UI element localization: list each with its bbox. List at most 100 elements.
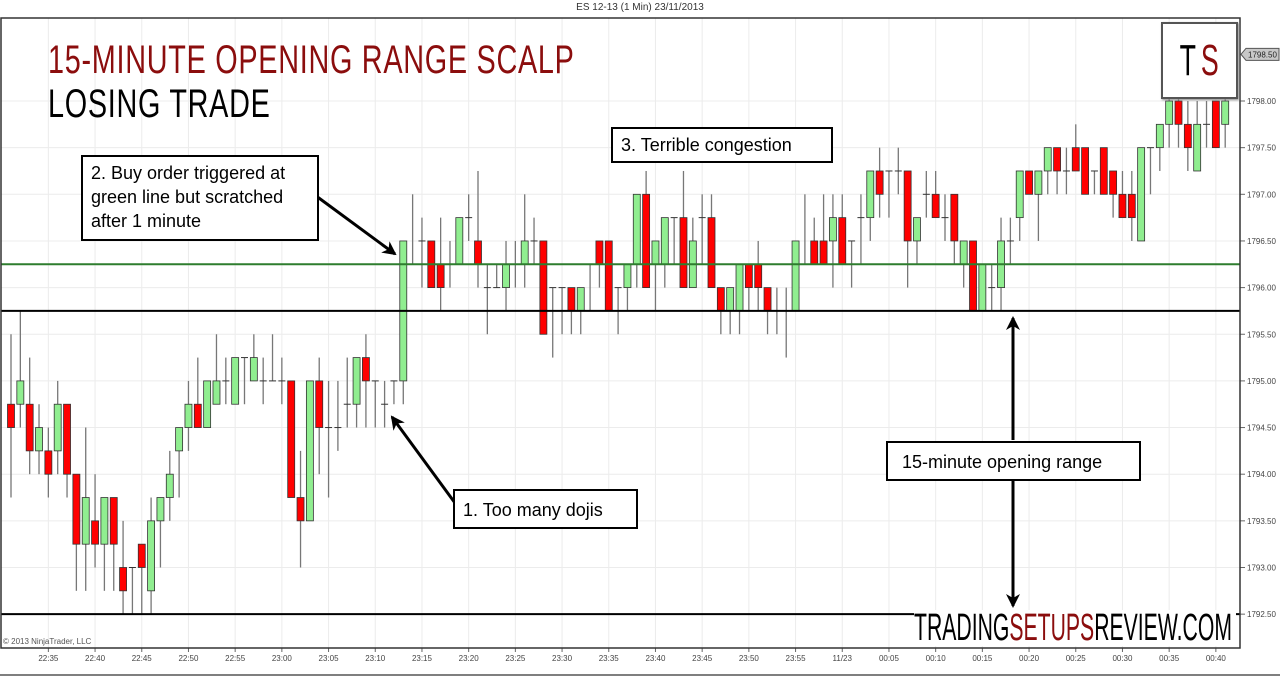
candle <box>1193 101 1202 172</box>
candle <box>688 217 697 288</box>
candle-body <box>978 263 987 312</box>
candle-body <box>287 380 296 498</box>
candle <box>829 194 837 288</box>
candle-body <box>1211 100 1220 149</box>
candle <box>315 357 324 475</box>
candle-body <box>44 450 53 475</box>
candle <box>819 194 828 265</box>
candle <box>175 427 184 498</box>
candle-body <box>352 357 361 405</box>
candle-body <box>913 217 921 242</box>
candle <box>81 427 90 591</box>
candle <box>1137 147 1146 242</box>
candle <box>1146 147 1154 195</box>
candle-body <box>520 240 529 265</box>
candle-body <box>296 497 305 522</box>
candle <box>249 334 258 382</box>
candle <box>1025 170 1033 195</box>
x-tick-label: 22:45 <box>132 654 153 663</box>
candle <box>642 170 651 289</box>
candle <box>1053 147 1061 195</box>
candle <box>744 263 753 311</box>
candle-body <box>1081 147 1089 195</box>
candle-body <box>502 263 510 288</box>
x-tick-label: 00:05 <box>879 654 900 663</box>
y-tick-label: 1794.00 <box>1247 470 1276 479</box>
candle <box>100 497 109 591</box>
y-tick-label: 1794.50 <box>1247 424 1276 433</box>
candle-body <box>156 497 165 522</box>
candle <box>1034 170 1043 241</box>
candle-body <box>1071 147 1080 172</box>
candle-body <box>100 497 109 545</box>
x-tick-label: 00:15 <box>972 654 993 663</box>
candle <box>735 263 744 335</box>
candle-body <box>249 357 258 382</box>
candle-body <box>25 403 34 452</box>
candle-body <box>679 217 688 288</box>
x-tick-label: 23:30 <box>552 654 573 663</box>
x-tick-label: 00:25 <box>1066 654 1087 663</box>
candle-body <box>81 497 90 545</box>
candle-body <box>147 520 156 592</box>
candle <box>1127 170 1136 241</box>
candle-body <box>763 287 772 312</box>
candle <box>455 217 464 265</box>
candle <box>801 194 809 265</box>
candle <box>604 240 613 312</box>
current-price-marker <box>1240 47 1280 61</box>
candle <box>269 334 277 382</box>
candle <box>1118 170 1127 219</box>
x-tick-label: 23:40 <box>645 654 666 663</box>
candle <box>16 310 25 428</box>
candle-body <box>63 403 71 475</box>
buy-order-arrow <box>307 188 397 256</box>
candle <box>399 240 408 405</box>
x-tick-label: 22:35 <box>38 654 59 663</box>
y-tick-label: 1796.00 <box>1247 284 1276 293</box>
candle <box>483 264 491 335</box>
candle-body <box>165 473 174 498</box>
candle <box>203 380 212 428</box>
candle-body <box>1043 147 1052 172</box>
candle <box>950 193 959 265</box>
candle <box>409 194 417 265</box>
candle <box>53 380 62 475</box>
price-axis: 1798.00 1797.50 1797.00 1796.50 1796.00 1795.… <box>1240 47 1280 619</box>
candle-body <box>436 263 445 288</box>
candle <box>474 170 482 288</box>
y-tick-label: 1792.50 <box>1247 610 1276 619</box>
plot-border <box>0 17 1241 649</box>
candle <box>1071 124 1080 172</box>
candle-body <box>707 217 716 288</box>
candle <box>287 380 296 498</box>
x-tick-label: 22:40 <box>85 654 106 663</box>
candle <box>1155 123 1164 171</box>
candle-body <box>1137 147 1146 242</box>
candle <box>278 357 286 405</box>
candle-body <box>819 240 828 265</box>
candle <box>539 240 548 335</box>
current-price-label: 1798.50 <box>1248 50 1277 59</box>
candle <box>969 240 977 312</box>
candle <box>549 287 557 358</box>
candle <box>1081 147 1089 195</box>
candle-body <box>950 193 959 242</box>
heading-line-1: 15-MINUTE OPENING RANGE SCALP <box>48 38 575 82</box>
x-tick-label: 23:50 <box>739 654 760 663</box>
candle-body <box>539 240 548 335</box>
candle <box>352 357 361 428</box>
candle-body <box>726 287 735 312</box>
candle <box>903 170 912 288</box>
candle <box>791 240 800 312</box>
candle-body <box>931 193 940 219</box>
candle <box>885 170 893 218</box>
candle-body <box>455 217 464 265</box>
candle-body <box>1221 100 1230 125</box>
candle <box>1006 217 1014 265</box>
x-tick-label: 23:55 <box>786 654 807 663</box>
candle-body <box>1127 193 1136 219</box>
candle-body <box>1034 170 1043 195</box>
candle <box>137 543 146 615</box>
candle-body <box>305 380 314 522</box>
